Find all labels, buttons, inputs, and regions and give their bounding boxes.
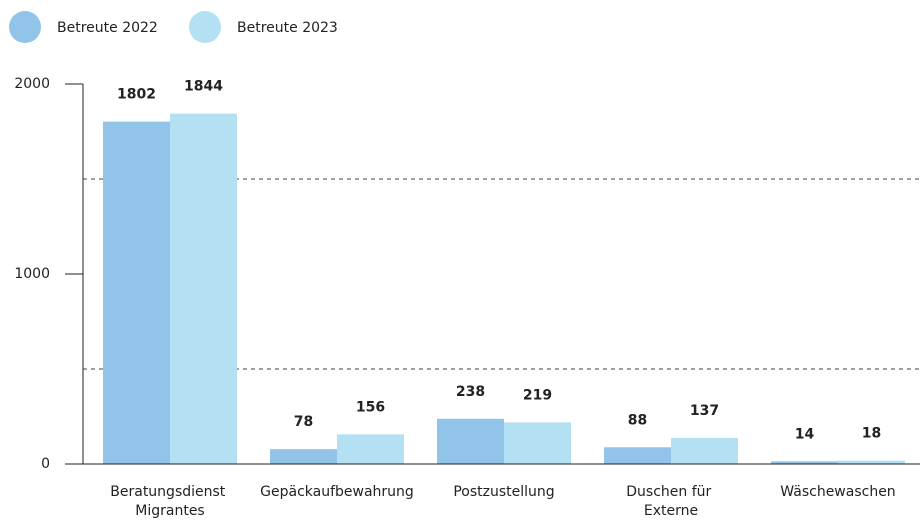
- bar: [504, 422, 571, 464]
- x-tick-line: Migrantes: [135, 503, 204, 519]
- legend-swatch: [9, 11, 41, 43]
- legend-swatch: [189, 11, 221, 43]
- x-tick-line: Beratungsdienst: [110, 484, 229, 500]
- bar: [771, 461, 838, 464]
- bar: [103, 121, 170, 465]
- y-tick-label: 1000: [14, 266, 50, 282]
- value-label: 219: [523, 387, 552, 403]
- x-tick-label: Wäschewaschen: [780, 484, 895, 500]
- value-label: 156: [356, 399, 385, 415]
- x-tick-line: Duschen für: [626, 484, 715, 500]
- bar: [270, 449, 337, 464]
- bar: [337, 434, 404, 464]
- value-label: 18: [862, 426, 881, 442]
- x-tick-label: Gepäckaufbewahrung: [260, 484, 414, 500]
- value-label: 1802: [117, 87, 156, 103]
- value-label: 137: [690, 403, 719, 419]
- value-label: 238: [456, 384, 485, 400]
- bar: [838, 460, 905, 464]
- value-label: 14: [795, 426, 815, 442]
- x-tick-line: Externe: [644, 503, 698, 519]
- legend-label: Betreute 2022: [57, 20, 158, 36]
- x-tick-label: Beratungsdienst Migrantes: [110, 484, 229, 519]
- bar: [170, 113, 237, 464]
- bar: [671, 437, 738, 464]
- bar: [437, 418, 504, 464]
- y-tick-label: 2000: [14, 76, 50, 92]
- legend-label: Betreute 2023: [237, 20, 338, 36]
- value-label: 1844: [184, 79, 223, 95]
- bar: [604, 447, 671, 464]
- value-label: 78: [294, 414, 313, 430]
- y-tick-label: 0: [41, 456, 50, 472]
- x-tick-label: Duschen für Externe: [626, 484, 715, 519]
- x-tick-label: Postzustellung: [453, 484, 554, 500]
- value-label: 88: [628, 412, 647, 428]
